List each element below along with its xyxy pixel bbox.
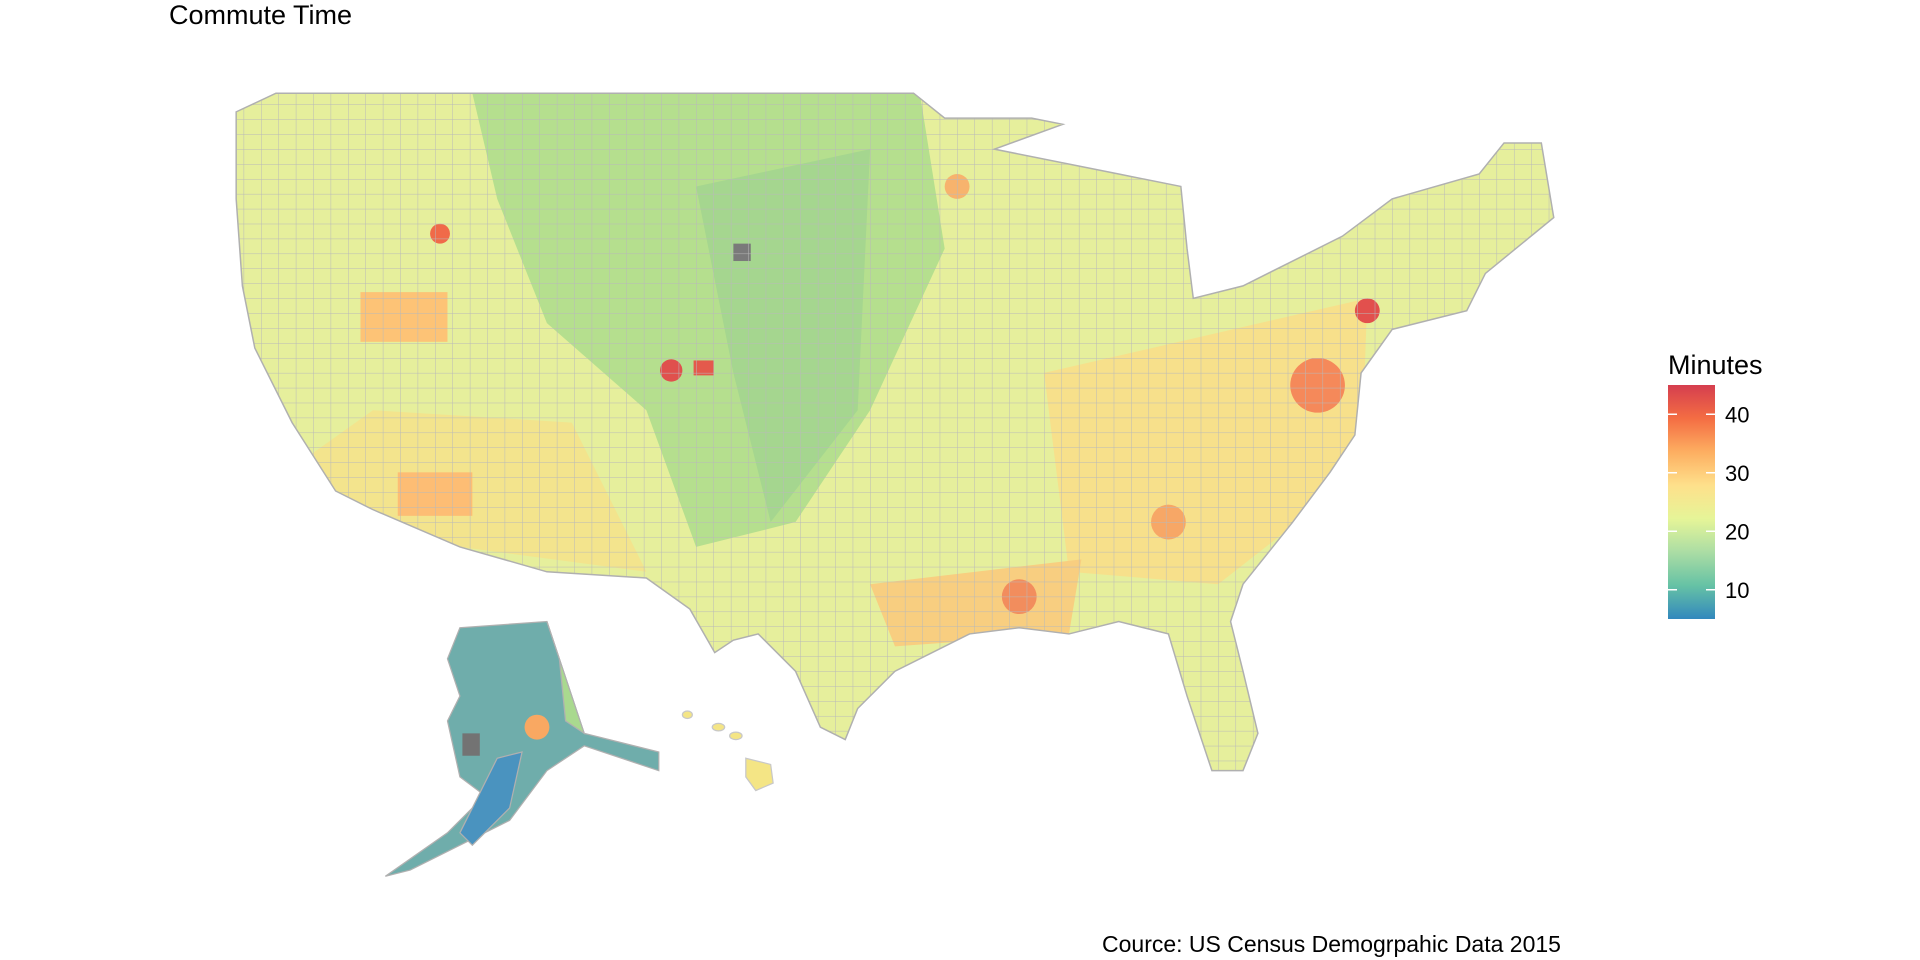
- legend-tick-label: 10: [1725, 578, 1749, 603]
- legend-title: Minutes: [1668, 350, 1763, 380]
- hawaii: [681, 710, 774, 792]
- legend: Minutes 10 20 30 40: [1668, 350, 1763, 619]
- alaska: [384, 620, 660, 877]
- color-bar: [1668, 385, 1715, 619]
- caption: Cource: US Census Demogrpahic Data 2015: [1102, 931, 1561, 957]
- map-title: Commute Time: [169, 0, 352, 30]
- us-outline: [235, 92, 1555, 772]
- legend-tick-label: 40: [1725, 402, 1749, 427]
- legend-tick-label: 30: [1725, 461, 1749, 486]
- legend-tick-label: 20: [1725, 519, 1749, 544]
- map: [235, 92, 1555, 877]
- contiguous-us: [236, 93, 1554, 771]
